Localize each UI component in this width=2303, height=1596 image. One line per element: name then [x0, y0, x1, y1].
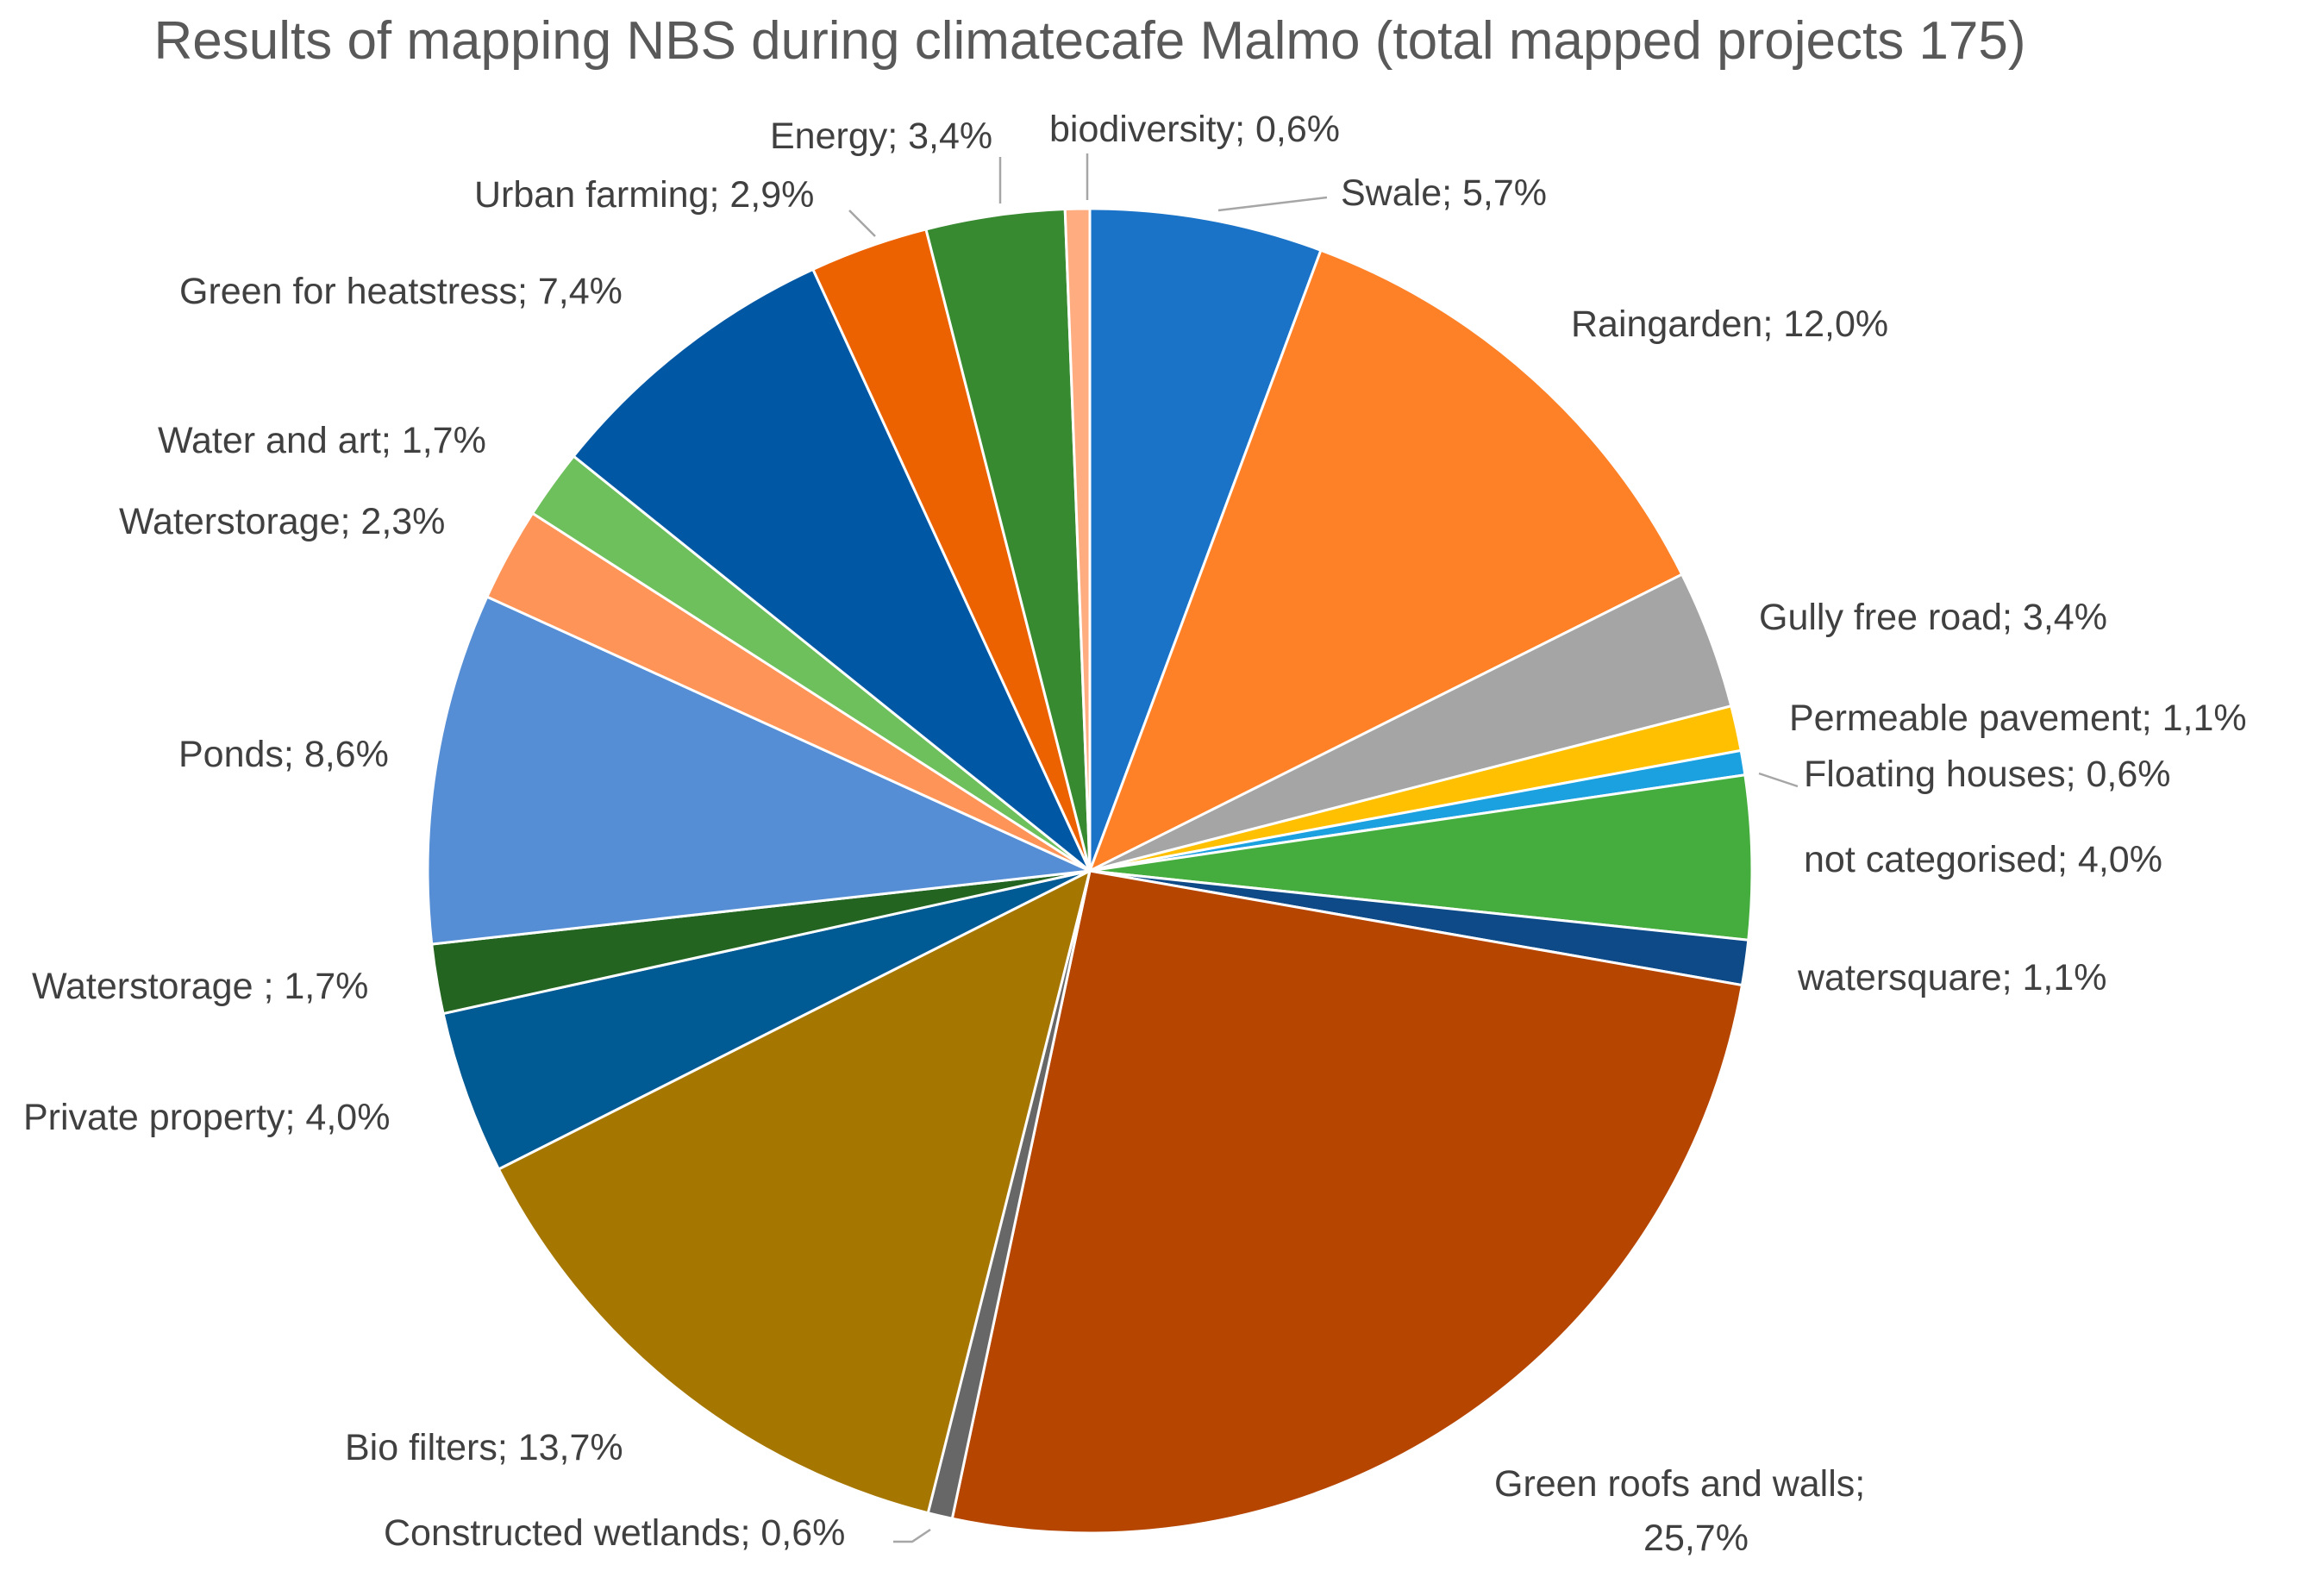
pie-slice: [441, 869, 1091, 1172]
data-labels: Swale; 5,7% Raingarden; 12,0% Gully free r…: [23, 109, 2247, 1559]
slice-label: Ponds; 8,6%: [178, 734, 389, 775]
slice-label: not categorised; 4,0%: [1804, 839, 2162, 880]
slice-label: Private property; 4,0%: [23, 1097, 390, 1138]
slice-label: Waterstorage ; 1,7%: [32, 966, 368, 1007]
pie-slice: [1088, 207, 1323, 872]
slice-label: Swale; 5,7%: [1341, 172, 1547, 214]
pie-slice: [950, 869, 1744, 1535]
slice-label: watersquare; 1,1%: [1797, 957, 2107, 998]
leader-line: [893, 1528, 931, 1543]
leader-line: [1217, 196, 1328, 212]
slice-label: Gully free road; 3,4%: [1759, 597, 2107, 638]
slice-label: Permeable pavement; 1,1%: [1789, 698, 2247, 739]
slice-label: Waterstorage; 2,3%: [119, 501, 445, 542]
slice-label: Green roofs and walls;: [1494, 1463, 1865, 1505]
pie-slice: [426, 595, 1095, 946]
slice-label: Bio filters; 13,7%: [345, 1427, 623, 1468]
slice-label: Floating houses; 0,6%: [1804, 754, 2171, 795]
slice-label: Energy; 3,4%: [770, 116, 992, 157]
leader-line: [1758, 772, 1799, 788]
chart-title: Results of mapping NBS during climatecaf…: [153, 11, 2025, 71]
pie-slice: [497, 868, 1092, 1515]
slice-label: Raingarden; 12,0%: [1571, 304, 1888, 345]
pie-slice: [1063, 207, 1092, 872]
slice-label: Urban farming; 2,9%: [474, 174, 814, 216]
pie-slice: [572, 267, 1092, 873]
slice-label-line2: 25,7%: [1643, 1518, 1749, 1559]
slice-label: Constructed wetlands; 0,6%: [384, 1512, 845, 1554]
leader-lines: [848, 153, 1799, 1543]
pie-slice: [1089, 773, 1754, 942]
slice-label: Green for heatstress; 7,4%: [179, 271, 623, 312]
pie-slices: [426, 207, 1754, 1535]
pie-slice: [1087, 248, 1684, 874]
leader-line: [848, 210, 876, 237]
slice-label: biodiversity; 0,6%: [1049, 109, 1340, 150]
slice-label: Water and art; 1,7%: [158, 420, 486, 461]
